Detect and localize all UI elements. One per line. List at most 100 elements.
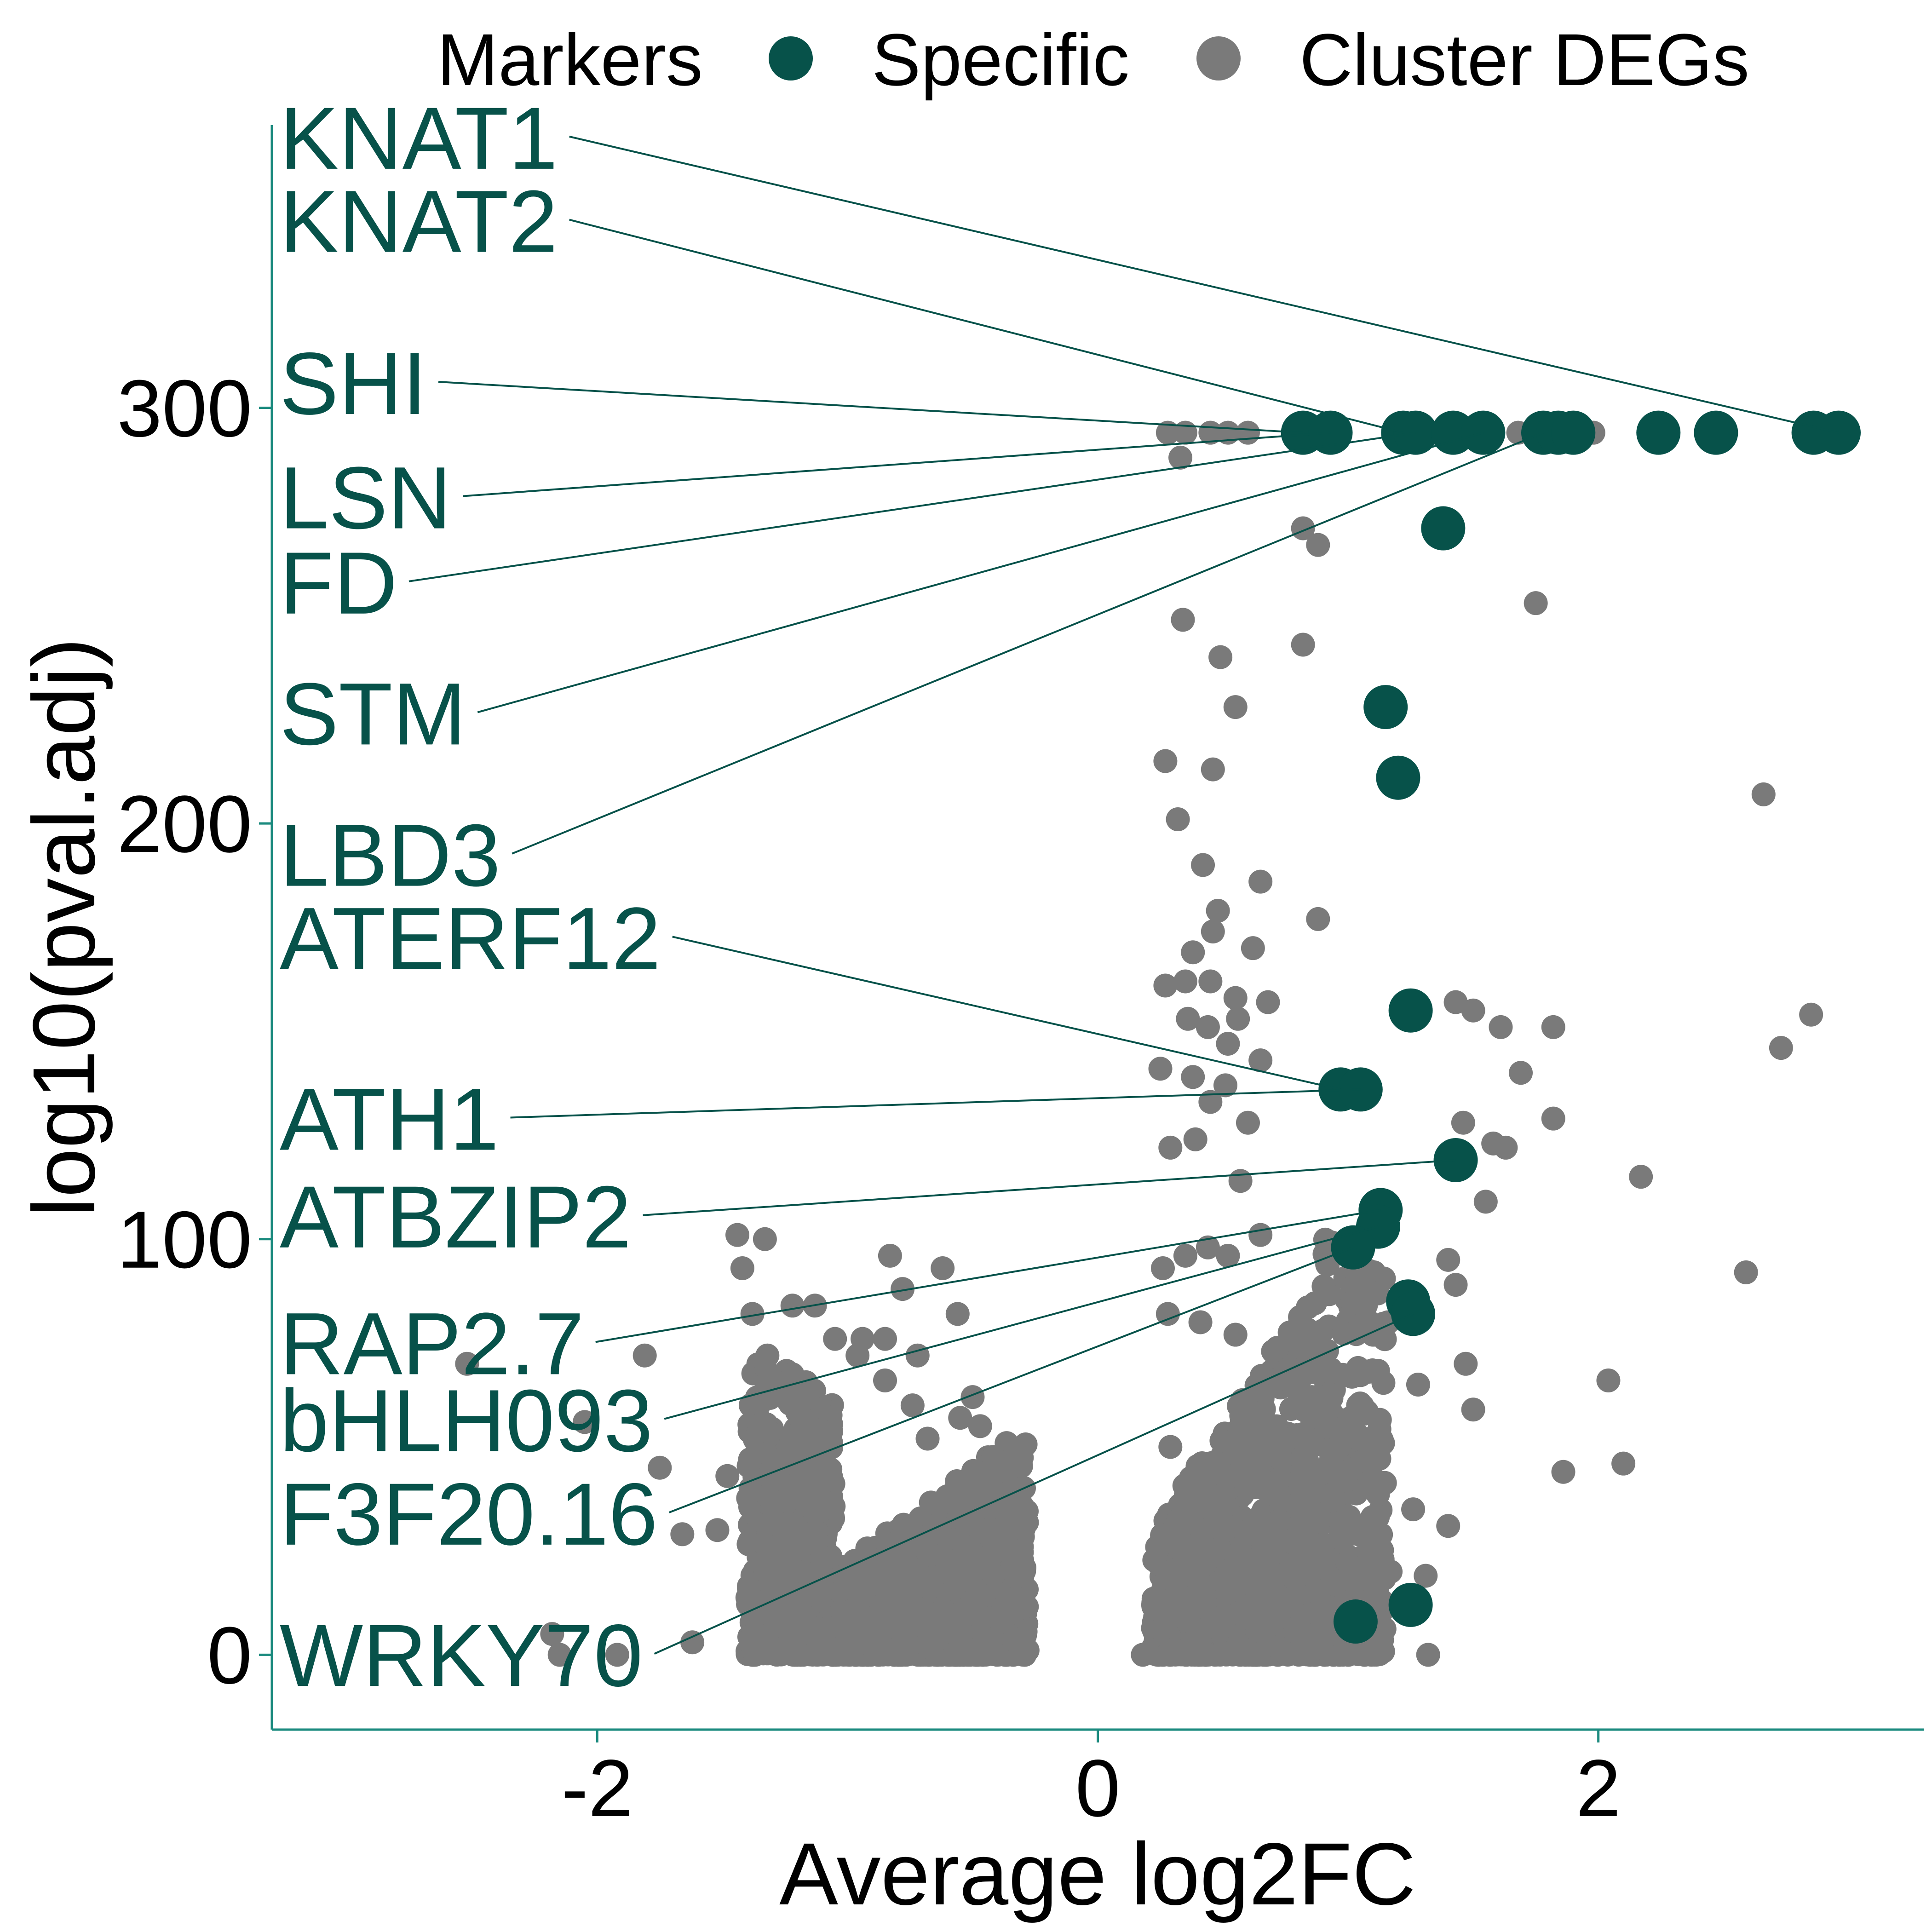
cluster-deg-point [1416,1643,1440,1667]
cluster-deg-point [1148,1057,1173,1081]
gene-label: F3F20.16 [280,1465,658,1564]
gene-label: ATH1 [280,1070,499,1168]
cluster-deg-point [776,1511,801,1535]
cluster-deg-point [715,1464,740,1488]
cluster-deg-point [1201,920,1225,944]
cluster-deg-point [1183,1127,1208,1151]
legend-label-specific: Specific [872,18,1129,101]
legend-title: Markers [437,18,703,101]
cluster-deg-point [993,1490,1018,1515]
cluster-deg-point [753,1440,777,1464]
cluster-deg-point [1208,645,1233,669]
cluster-deg-point [1259,1613,1284,1638]
cluster-deg-point [1234,1464,1258,1488]
cluster-deg-point [1171,608,1195,632]
cluster-deg-point [1205,1451,1229,1475]
cluster-deg-point [1216,1032,1240,1056]
cluster-deg-point [1156,1302,1180,1326]
cluster-deg-point [1288,1311,1312,1335]
cluster-deg-point [963,1518,988,1542]
cluster-deg-point [819,1419,843,1443]
cluster-deg-point [917,1523,942,1547]
cluster-deg-point [1454,1351,1478,1376]
cluster-deg-point [930,1598,954,1623]
cluster-deg-point [1306,533,1330,557]
y-tick-label: 0 [207,1610,252,1701]
gene-label: LBD3 [280,806,500,905]
cluster-deg-point [1312,1397,1336,1421]
cluster-deg-point [915,1426,940,1451]
cluster-deg-point [1158,1135,1183,1160]
cluster-deg-point [1227,1394,1251,1418]
cluster-deg-point [1414,1564,1438,1588]
cluster-deg-point [1146,1536,1170,1560]
label-connector [569,218,1403,434]
cluster-deg-point [1206,898,1230,923]
cluster-deg-point [1369,1588,1393,1613]
cluster-deg-point [1256,1577,1280,1602]
cluster-deg-point [1248,1223,1273,1247]
cluster-deg-point [1283,1584,1307,1608]
cluster-deg-point [1236,420,1260,445]
cluster-deg-point [1238,1640,1263,1665]
cluster-deg-point [1541,1106,1565,1131]
x-tick-label: -2 [561,1743,633,1834]
cluster-deg-point [1223,1322,1248,1347]
cluster-deg-point [1166,807,1190,832]
cluster-deg-point [1198,1090,1223,1114]
gene-label: FD [280,534,397,632]
cluster-deg-point [1287,1450,1311,1474]
cluster-deg-point [632,1343,657,1368]
cluster-degs-points [455,420,1823,1667]
cluster-deg-point [1799,1002,1823,1027]
cluster-deg-point [1611,1451,1636,1476]
cluster-deg-point [1228,1169,1253,1193]
cluster-deg-point [960,1385,985,1409]
cluster-deg-point [1311,1511,1336,1535]
cluster-deg-point [753,1349,777,1373]
cluster-deg-point [1256,990,1280,1014]
specific-marker-point [1363,685,1408,730]
cluster-deg-point [780,1294,805,1318]
cluster-deg-point [891,1277,915,1301]
cluster-deg-point [1286,1371,1311,1395]
cluster-deg-point [1629,1165,1653,1189]
cluster-deg-point [1524,591,1548,615]
cluster-deg-point [752,1553,776,1578]
specific-marker-point [1421,506,1466,551]
cluster-deg-point [670,1522,695,1547]
cluster-deg-point [1306,907,1330,931]
cluster-deg-point [1246,1557,1270,1581]
cluster-deg-point [873,1368,897,1392]
gene-label: KNAT1 [280,89,558,188]
cluster-deg-point [1006,1597,1030,1621]
specific-marker-point [1376,755,1420,800]
gene-label: LSN [280,448,452,547]
label-connector [672,936,1341,1091]
cluster-deg-point [1354,1293,1378,1317]
label-connector [595,1209,1381,1343]
gene-label: ATERF12 [280,889,661,988]
cluster-deg-point [1289,1499,1313,1524]
cluster-deg-point [540,1622,564,1646]
cluster-deg-point [1248,869,1273,894]
cluster-deg-point [953,1535,978,1559]
cluster-deg-point [1734,1260,1758,1285]
cluster-deg-point [1294,1337,1318,1361]
cluster-deg-point [848,1569,873,1593]
cluster-deg-point [756,1484,780,1508]
cluster-deg-point [1201,757,1225,782]
cluster-deg-point [1213,1073,1237,1098]
cluster-deg-point [878,1243,902,1268]
cluster-deg-point [963,1478,987,1503]
cluster-deg-point [573,1410,597,1434]
x-axis-title: Average log2FC [779,1824,1416,1923]
cluster-deg-point [1284,1423,1309,1447]
cluster-deg-point [1406,1372,1430,1397]
cluster-deg-point [1291,516,1315,540]
cluster-deg-point [773,1640,798,1664]
cluster-deg-point [738,1495,762,1519]
label-connector [654,1313,1414,1655]
cluster-deg-point [1311,1274,1336,1299]
